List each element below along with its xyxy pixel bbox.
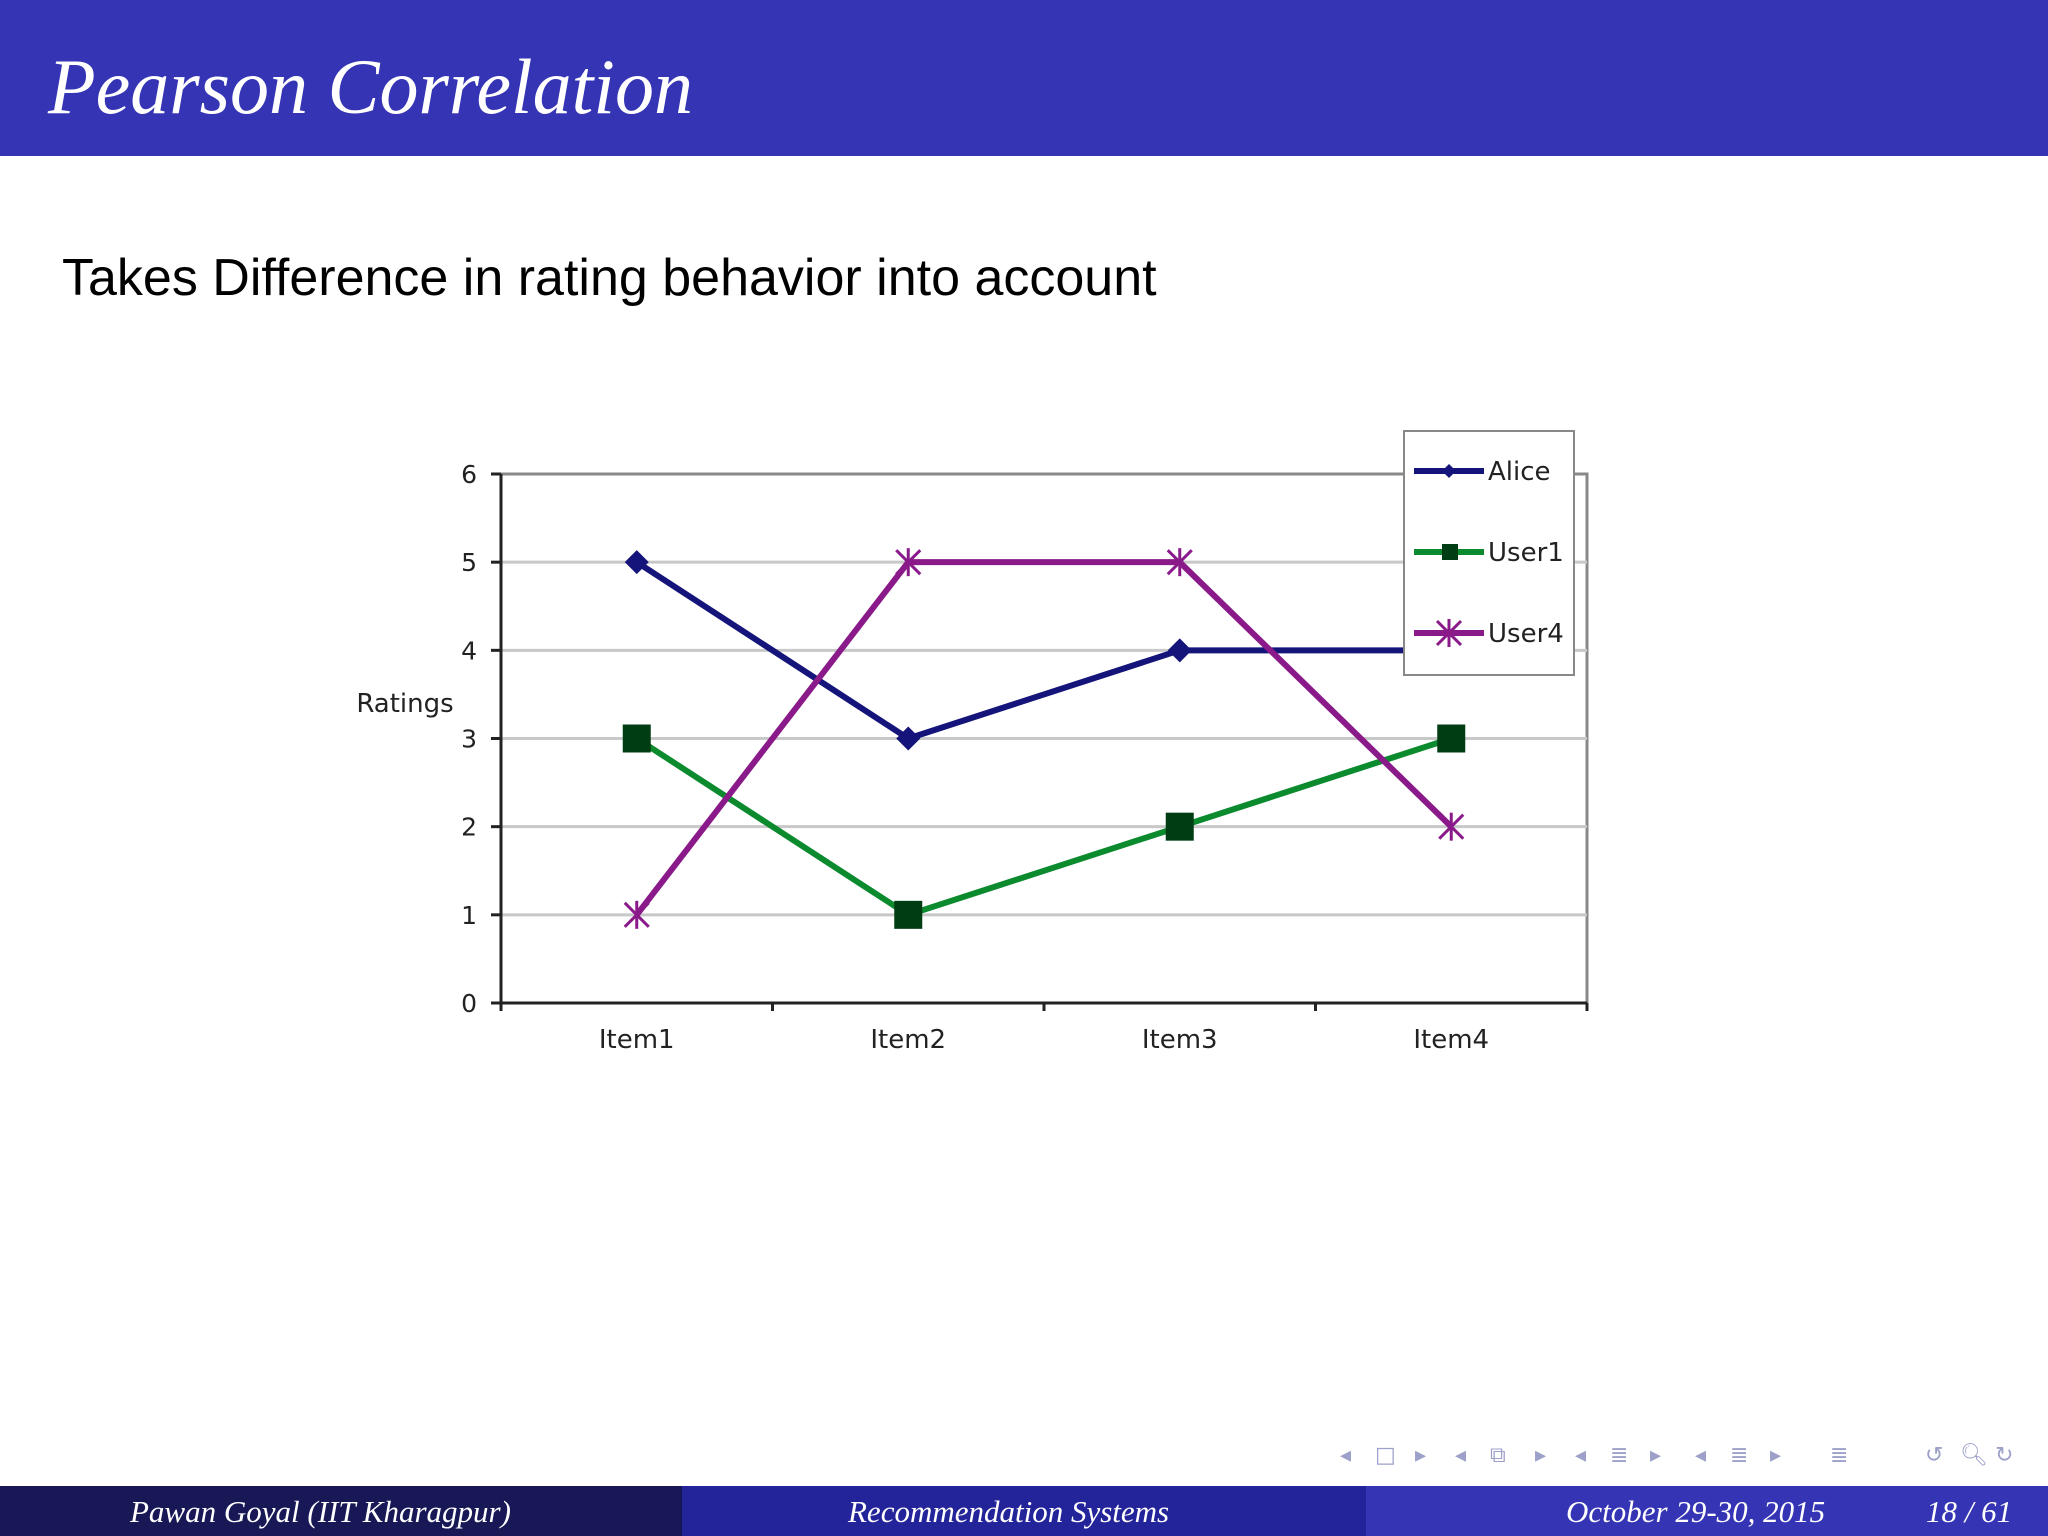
data-point-user1 <box>1165 812 1194 841</box>
x-tick-label: Item2 <box>870 1025 946 1055</box>
nav-prev-frame-icon[interactable]: ◂ <box>1340 1443 1352 1468</box>
nav-prev-subsubsection-icon[interactable]: ◂ <box>1695 1443 1707 1468</box>
data-point-user1 <box>894 900 923 929</box>
beamer-navigation-bar: ◂ □ ▸ ◂ ⧉ ▸ ◂ ≣ ▸ ◂ ≣ ▸ ≣ ↺ 🔍︎ ↻ <box>1330 1441 2040 1475</box>
data-point-user4 <box>623 900 650 929</box>
nav-next-section-icon[interactable]: ▸ <box>1535 1443 1547 1468</box>
nav-search-forward-icon[interactable]: ↻ <box>1995 1443 2014 1468</box>
data-point-user1 <box>622 724 651 753</box>
y-tick-label: 2 <box>461 813 477 842</box>
nav-next-subsection-icon[interactable]: ▸ <box>1650 1443 1662 1468</box>
nav-prev-subsection-icon[interactable]: ◂ <box>1575 1443 1587 1468</box>
footer-date-panel: October 29-30, 2015 18 / 61 <box>1366 1486 2048 1536</box>
data-point-user1 <box>1437 724 1466 753</box>
nav-search-back-icon[interactable]: ↺ <box>1925 1443 1944 1468</box>
data-point-alice <box>1167 638 1192 663</box>
nav-section-icon[interactable]: ⧉ <box>1490 1443 1506 1468</box>
y-tick-label: 6 <box>461 460 477 489</box>
slide-footer: Pawan Goyal (IIT Kharagpur) Recommendati… <box>0 1486 2048 1536</box>
y-tick-label: 4 <box>461 636 477 665</box>
nav-subsection-icon[interactable]: ≣ <box>1610 1443 1629 1468</box>
data-point-alice <box>624 550 649 575</box>
slide-subtitle: Takes Difference in rating behavior into… <box>62 249 1157 307</box>
footer-date: October 29-30, 2015 <box>1566 1494 1826 1529</box>
slide-title: Pearson Correlation <box>48 43 693 130</box>
legend-label-user4: User4 <box>1488 619 1564 649</box>
series-line-user4 <box>634 559 1454 917</box>
nav-next-frame-icon[interactable]: ▸ <box>1415 1443 1427 1468</box>
legend-marker <box>1442 544 1458 560</box>
data-point-alice <box>896 726 921 751</box>
data-point-user4 <box>895 548 922 577</box>
legend-label-user1: User1 <box>1488 538 1564 568</box>
y-tick-label: 1 <box>461 901 477 930</box>
footer-author-panel: Pawan Goyal (IIT Kharagpur) <box>0 1486 682 1536</box>
data-point-user4 <box>1166 548 1193 577</box>
y-tick-label: 3 <box>461 725 477 754</box>
nav-search-icon[interactable]: 🔍︎ <box>1960 1443 1988 1468</box>
slide-header: Pearson Correlation <box>0 0 2048 156</box>
footer-course: Recommendation Systems <box>848 1494 1170 1529</box>
footer-author: Pawan Goyal (IIT Kharagpur) <box>130 1494 511 1529</box>
line-chart: 0 1 2 3 4 5 6 Item1 Item2 Item3 Item4 Ratings Alice U… <box>356 430 1589 1055</box>
legend-marker <box>1435 619 1463 647</box>
legend-marker <box>1442 464 1456 478</box>
y-tick-label: 5 <box>461 548 477 577</box>
nav-subsubsection-icon[interactable]: ≣ <box>1730 1443 1749 1468</box>
x-tick-label: Item3 <box>1142 1025 1218 1055</box>
series-line-alice <box>635 559 1452 742</box>
footer-course-panel: Recommendation Systems <box>682 1486 1366 1536</box>
series-line-user1 <box>635 735 1453 918</box>
legend-label-alice: Alice <box>1488 457 1551 487</box>
x-tick-label: Item1 <box>599 1025 675 1055</box>
nav-prev-section-icon[interactable]: ◂ <box>1455 1443 1467 1468</box>
footer-page-number: 18 / 61 <box>1926 1494 2013 1529</box>
nav-frame-icon[interactable]: □ <box>1375 1443 1396 1468</box>
y-axis-label: Ratings <box>356 689 453 719</box>
x-tick-label: Item4 <box>1413 1025 1489 1055</box>
y-tick-label: 0 <box>461 989 477 1018</box>
nav-next-subsubsection-icon[interactable]: ▸ <box>1770 1443 1782 1468</box>
data-point-user4 <box>1438 812 1465 841</box>
nav-align-icon[interactable]: ≣ <box>1830 1443 1849 1468</box>
